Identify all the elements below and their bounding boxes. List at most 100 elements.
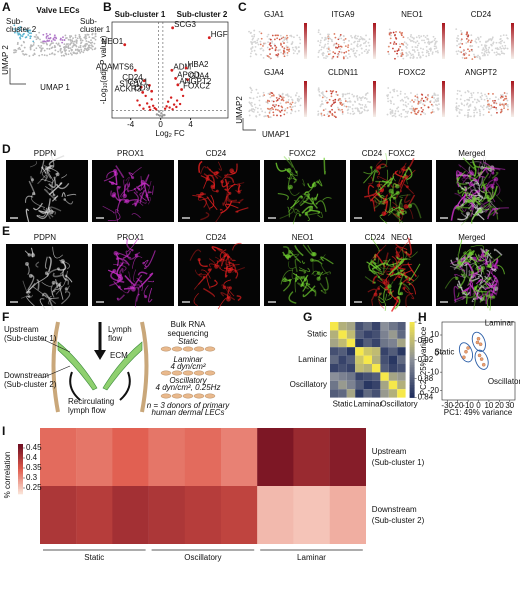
fluorescence — [378, 296, 387, 311]
colorbar-step — [409, 367, 415, 371]
fluorescence-spot — [52, 193, 56, 197]
cell-dot — [411, 108, 414, 111]
heat-cell — [257, 428, 294, 486]
cell-dot — [436, 107, 439, 110]
cell-dot — [283, 47, 286, 50]
cell-dot — [430, 111, 433, 114]
fluorescence — [482, 182, 487, 189]
fluorescence — [371, 299, 374, 307]
cell-dot — [292, 52, 295, 55]
fluorescence — [220, 291, 236, 301]
cell-dot — [343, 41, 346, 44]
fluorescence — [471, 282, 478, 296]
fluorescence-spot — [303, 193, 306, 196]
heat-cell — [397, 338, 406, 348]
cell-dot — [363, 50, 366, 53]
cell-dot — [292, 48, 295, 51]
cell-dot — [411, 46, 414, 48]
cell-dot — [353, 54, 356, 57]
cell-dot — [427, 52, 430, 55]
cell-dot — [432, 111, 435, 113]
cell-dot — [83, 36, 86, 38]
fluorescence-spot — [380, 214, 383, 217]
cell-dot — [48, 53, 51, 56]
fluorescence — [376, 169, 380, 176]
cell-dot — [269, 53, 271, 55]
cell-dot — [407, 36, 409, 39]
cell-dot — [481, 49, 484, 51]
pca-point — [462, 355, 466, 360]
cell-dot — [501, 39, 504, 42]
cell-dot — [422, 100, 425, 102]
axis-label: UMAP2 — [235, 96, 244, 124]
fluorescence — [239, 198, 244, 203]
heat-cell — [397, 364, 406, 373]
fluorescence-spot — [226, 296, 231, 302]
cell-dot — [334, 111, 336, 114]
fluorescence — [474, 272, 484, 284]
gene-point — [175, 99, 179, 102]
cell-dot — [399, 99, 402, 102]
fluorescence — [372, 261, 382, 271]
cell-dot — [31, 45, 34, 47]
cell-dot — [299, 42, 302, 45]
heat-cell — [148, 486, 185, 544]
cell-dot — [479, 36, 482, 38]
fluorescence — [480, 204, 487, 210]
cell-dot — [404, 96, 406, 99]
cell-dot — [479, 96, 482, 98]
cell-dot — [276, 56, 279, 58]
fluorescence — [229, 259, 236, 262]
cell-dot — [278, 93, 281, 96]
cell-dot — [329, 90, 332, 92]
cell-dot — [461, 56, 464, 59]
cell-dot — [337, 45, 340, 48]
heat-cell — [397, 355, 406, 364]
fluorescence — [456, 283, 463, 289]
fluorescence-spot — [60, 259, 65, 264]
fluorescence — [396, 256, 408, 261]
cell-dot — [252, 110, 255, 113]
fluorescence — [461, 269, 475, 283]
colorbar-label: 1 — [418, 317, 423, 326]
cell-dot — [59, 38, 62, 41]
pca-point — [478, 342, 483, 347]
cell-dot — [332, 89, 335, 92]
fluorescence — [492, 284, 498, 292]
fluorescence — [116, 262, 124, 279]
fluorescence-spot — [478, 279, 481, 282]
colorbar-step — [409, 322, 415, 325]
feature-title: NEO1 — [401, 10, 423, 19]
cell-dot — [485, 47, 488, 50]
cell-dot — [84, 43, 87, 46]
cell — [171, 370, 183, 376]
cell-dot — [267, 114, 269, 117]
fluorescence — [216, 248, 233, 260]
cell-dot — [84, 47, 86, 50]
diagram-label: Bulk RNA — [171, 320, 206, 329]
cell-dot — [356, 40, 359, 43]
cell-dot — [417, 101, 420, 103]
recirc-arrow — [69, 371, 81, 401]
valve-leaflet — [57, 341, 98, 391]
stain-label: FOXC2 — [388, 149, 415, 158]
cell-dot — [434, 43, 436, 46]
cell-dot — [432, 35, 435, 38]
cell-dot — [79, 51, 82, 54]
axis-label: UMAP1 — [262, 130, 290, 139]
cell-dot — [94, 32, 97, 35]
cell-dot — [492, 41, 495, 44]
cell-dot — [42, 33, 45, 36]
cell-dot — [273, 38, 276, 41]
gene-point — [133, 68, 137, 72]
fluorescence-spot — [112, 268, 117, 273]
cell-dot — [422, 54, 424, 57]
cell-dot — [291, 99, 294, 102]
fluorescence — [128, 172, 134, 177]
colorbar-step — [409, 337, 415, 340]
cell-dot — [459, 46, 462, 49]
fluorescence-spot — [462, 174, 466, 178]
fluorescence — [301, 205, 314, 214]
cell-dot — [295, 47, 298, 50]
fluorescence — [216, 252, 229, 262]
